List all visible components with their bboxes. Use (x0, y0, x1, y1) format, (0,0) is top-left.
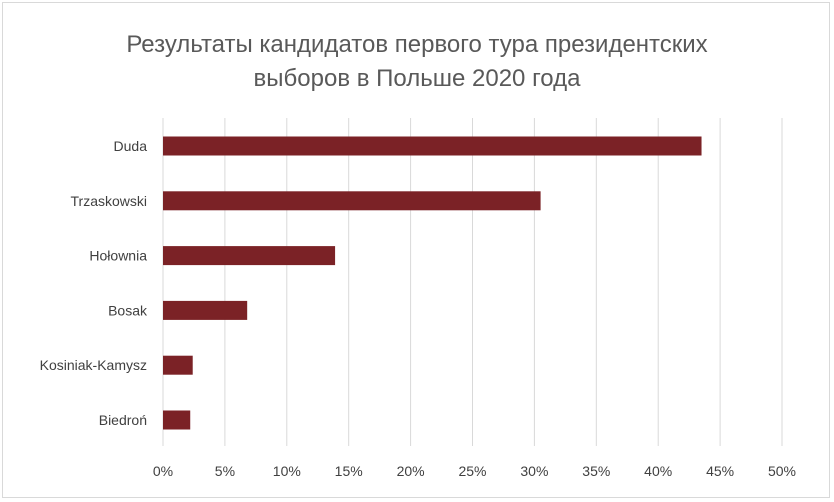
x-tick-label: 45% (706, 463, 734, 479)
bar-bosak (163, 300, 248, 320)
x-tick-label: 35% (582, 463, 610, 479)
x-tick-labels: 0% 5% 10% 15% 20% 25% 30% 35% 40% 45% 50% (153, 463, 796, 479)
category-label: Trzaskowski (71, 193, 148, 209)
x-tick-label: 0% (153, 463, 173, 479)
x-tick-label: 40% (644, 463, 672, 479)
x-tick-label: 10% (273, 463, 301, 479)
bar-ho-ownia (163, 246, 336, 266)
x-tick-label: 30% (520, 463, 548, 479)
category-label: Hołownia (89, 248, 147, 264)
bar-biedro- (163, 410, 191, 430)
category-label: Kosiniak-Kamysz (40, 357, 147, 373)
category-labels: Duda Trzaskowski Hołownia Bosak Kosiniak-Kam… (40, 138, 148, 428)
bar-trzaskowski (163, 191, 541, 211)
x-tick-label: 20% (397, 463, 425, 479)
chart-title: Результаты кандидатов первого тура прези… (0, 28, 834, 96)
x-tick-label: 5% (215, 463, 235, 479)
category-label: Biedroń (99, 412, 147, 428)
bar-duda (163, 136, 702, 156)
chart-title-line-1: Результаты кандидатов первого тура прези… (126, 31, 708, 58)
bar-kosiniak-kamysz (163, 355, 193, 375)
category-label: Duda (114, 138, 148, 154)
chart-title-line-2: выборов в Польше 2020 года (253, 65, 581, 92)
category-label: Bosak (108, 302, 148, 318)
x-tick-label: 25% (458, 463, 486, 479)
bars (163, 136, 702, 430)
gridlines (162, 118, 783, 446)
x-tick-label: 15% (335, 463, 363, 479)
x-tick-label: 50% (768, 463, 796, 479)
